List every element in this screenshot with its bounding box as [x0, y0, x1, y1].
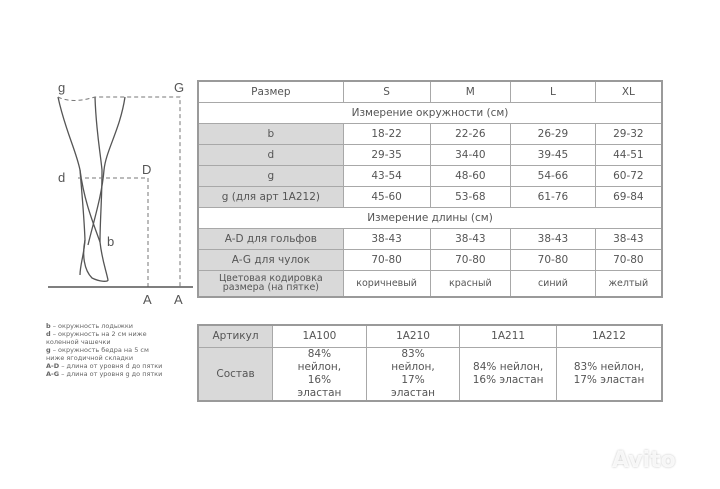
table-row: Цветовая кодировка размера (на пятке) ко… — [197, 269, 663, 298]
cell: 1A212 — [555, 324, 663, 348]
cell: 1A210 — [365, 324, 461, 348]
table-row: g 43-54 48-60 54-66 60-72 — [197, 164, 663, 187]
size-table: Размер S M L XL Измерение окружности (см… — [197, 80, 663, 298]
row-label: g — [197, 164, 344, 187]
row-label: Состав — [197, 346, 274, 401]
legend-item: A-D – длина от уровня d до пятки — [46, 362, 163, 370]
header-row: Размер S M L XL — [197, 80, 663, 103]
label-G: G — [174, 80, 184, 95]
table-row: Артикул 1A100 1A210 1A211 1A212 — [197, 324, 663, 348]
label-d: d — [58, 170, 65, 185]
cell: 61-76 — [510, 185, 596, 208]
cell: 29-32 — [594, 122, 663, 145]
cell: 34-40 — [429, 143, 512, 166]
cell: желтый — [594, 269, 663, 298]
row-label: g (для арт 1A212) — [197, 185, 344, 208]
cell: 70-80 — [594, 248, 663, 271]
table-row: Состав 84% нейлон, 16% эластан 83% нейло… — [197, 346, 663, 401]
cell: 45-60 — [342, 185, 431, 208]
header-cell: Размер — [197, 80, 344, 103]
label-A-left: A — [143, 292, 152, 307]
cell: 39-45 — [510, 143, 596, 166]
row-label: Цветовая кодировка размера (на пятке) — [197, 269, 344, 298]
cell: красный — [429, 269, 512, 298]
cell: 84% нейлон, 16% эластан — [459, 346, 557, 401]
table-row: b 18-22 22-26 26-29 29-32 — [197, 122, 663, 145]
header-cell: L — [510, 80, 596, 103]
cell: 70-80 — [342, 248, 431, 271]
legend-item: g – окружность бедра на 5 см ниже ягодич… — [46, 346, 149, 362]
label-b: b — [107, 234, 114, 249]
row-label: b — [197, 122, 344, 145]
cell: 83% нейлон, 17% эластан — [555, 346, 663, 401]
label-D: D — [142, 162, 151, 177]
label-g: g — [58, 80, 65, 95]
header-cell: M — [429, 80, 512, 103]
cell: 70-80 — [510, 248, 596, 271]
leg-left-outline — [57, 96, 86, 276]
label-A-right: A — [174, 292, 183, 307]
header-cell: S — [342, 80, 431, 103]
measurement-legend: b – окружность лодыжки d – окружность на… — [46, 322, 166, 378]
cell: 43-54 — [342, 164, 431, 187]
cell: 84% нейлон, 16% эластан — [272, 346, 367, 401]
cell: 48-60 — [429, 164, 512, 187]
header-cell: XL — [594, 80, 663, 103]
row-label: A-D для гольфов — [197, 227, 344, 250]
cell: 54-66 — [510, 164, 596, 187]
cell: 60-72 — [594, 164, 663, 187]
cell: 53-68 — [429, 185, 512, 208]
cell: 1A211 — [459, 324, 557, 348]
table-row: A-D для гольфов 38-43 38-43 38-43 38-43 — [197, 227, 663, 250]
section-heading: Измерение длины (см) — [197, 206, 663, 229]
cell: 1A100 — [272, 324, 367, 348]
section-heading: Измерение окружности (см) — [197, 101, 663, 124]
legend-item: d – окружность на 2 см ниже коленной чаш… — [46, 330, 147, 346]
cell: 44-51 — [594, 143, 663, 166]
cell: 26-29 — [510, 122, 596, 145]
cell: 38-43 — [429, 227, 512, 250]
cell: 38-43 — [594, 227, 663, 250]
table-row: A-G для чулок 70-80 70-80 70-80 70-80 — [197, 248, 663, 271]
cell: коричневый — [342, 269, 431, 298]
article-table: Артикул 1A100 1A210 1A211 1A212 Состав 8… — [197, 324, 663, 402]
cell: 18-22 — [342, 122, 431, 145]
table-row: d 29-35 34-40 39-45 44-51 — [197, 143, 663, 166]
table-row: g (для арт 1A212) 45-60 53-68 61-76 69-8… — [197, 185, 663, 208]
legend-item: A-G – длина от уровня g до пятки — [46, 370, 163, 378]
legs-measurement-diagram: g G d D b A A — [48, 80, 193, 307]
cell: синий — [510, 269, 596, 298]
avito-watermark: Avito — [612, 448, 676, 473]
row-label: A-G для чулок — [197, 248, 344, 271]
cell: 69-84 — [594, 185, 663, 208]
cell: 38-43 — [342, 227, 431, 250]
cell: 38-43 — [510, 227, 596, 250]
cell: 22-26 — [429, 122, 512, 145]
legend-item: b – окружность лодыжки — [46, 322, 134, 330]
row-label: Артикул — [197, 324, 274, 348]
cell: 83% нейлон, 17% эластан — [365, 346, 461, 401]
cell: 70-80 — [429, 248, 512, 271]
row-label: d — [197, 143, 344, 166]
cell: 29-35 — [342, 143, 431, 166]
